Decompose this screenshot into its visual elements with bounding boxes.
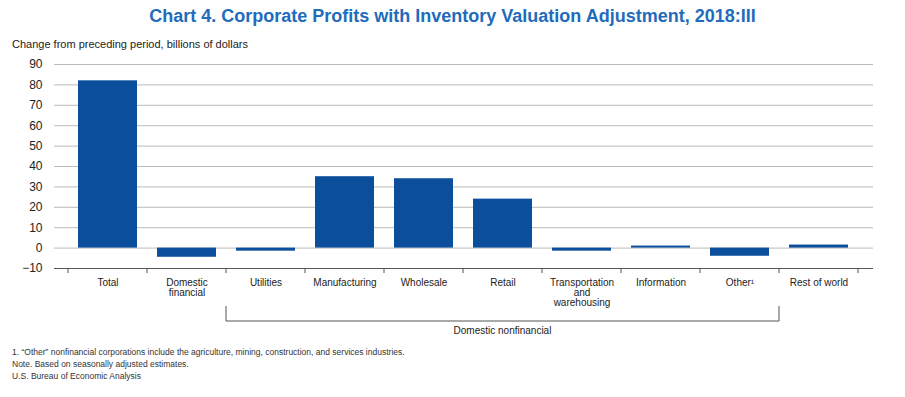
svg-text:−10: −10 bbox=[22, 261, 43, 275]
html-text:Change from preceding period,: Change from preceding period, billions o… bbox=[12, 38, 248, 50]
html-text:U.S. Bureau of Economic Analys: U.S. Bureau of Economic Analysis bbox=[12, 371, 141, 381]
html-text:Chart 4. Corporate Profits wit: Chart 4. Corporate Profits with Inventor… bbox=[149, 6, 756, 26]
svg-text:90: 90 bbox=[29, 57, 43, 71]
html-text:Note. Based on seasonally adju: Note. Based on seasonally adjusted estim… bbox=[12, 359, 189, 369]
svg-text:Information: Information bbox=[636, 277, 686, 288]
svg-text:Utilities: Utilities bbox=[250, 277, 282, 288]
svg-text:Wholesale: Wholesale bbox=[401, 277, 448, 288]
svg-text:40: 40 bbox=[29, 159, 43, 173]
svg-text:Total: Total bbox=[97, 277, 118, 288]
svg-text:20: 20 bbox=[29, 200, 43, 214]
svg-text:30: 30 bbox=[29, 180, 43, 194]
svg-text:Retail: Retail bbox=[490, 277, 516, 288]
svg-text:0: 0 bbox=[36, 241, 43, 255]
svg-text:70: 70 bbox=[29, 98, 43, 112]
svg-text:Rest of world: Rest of world bbox=[790, 277, 848, 288]
svg-text:50: 50 bbox=[29, 139, 43, 153]
svg-text:60: 60 bbox=[29, 119, 43, 133]
svg-text:10: 10 bbox=[29, 221, 43, 235]
svg-text:Other¹: Other¹ bbox=[726, 277, 755, 288]
svg-text:Manufacturing: Manufacturing bbox=[313, 277, 376, 288]
svg-text:Domesticfinancial: Domesticfinancial bbox=[166, 277, 208, 298]
svg-text:Transportationandwarehousing: Transportationandwarehousing bbox=[550, 277, 614, 308]
svg-text:80: 80 bbox=[29, 78, 43, 92]
svg-text:Domestic nonfinancial: Domestic nonfinancial bbox=[454, 325, 552, 336]
html-text:1. “Other” nonfinancial corpor: 1. “Other” nonfinancial corporations inc… bbox=[12, 347, 405, 357]
